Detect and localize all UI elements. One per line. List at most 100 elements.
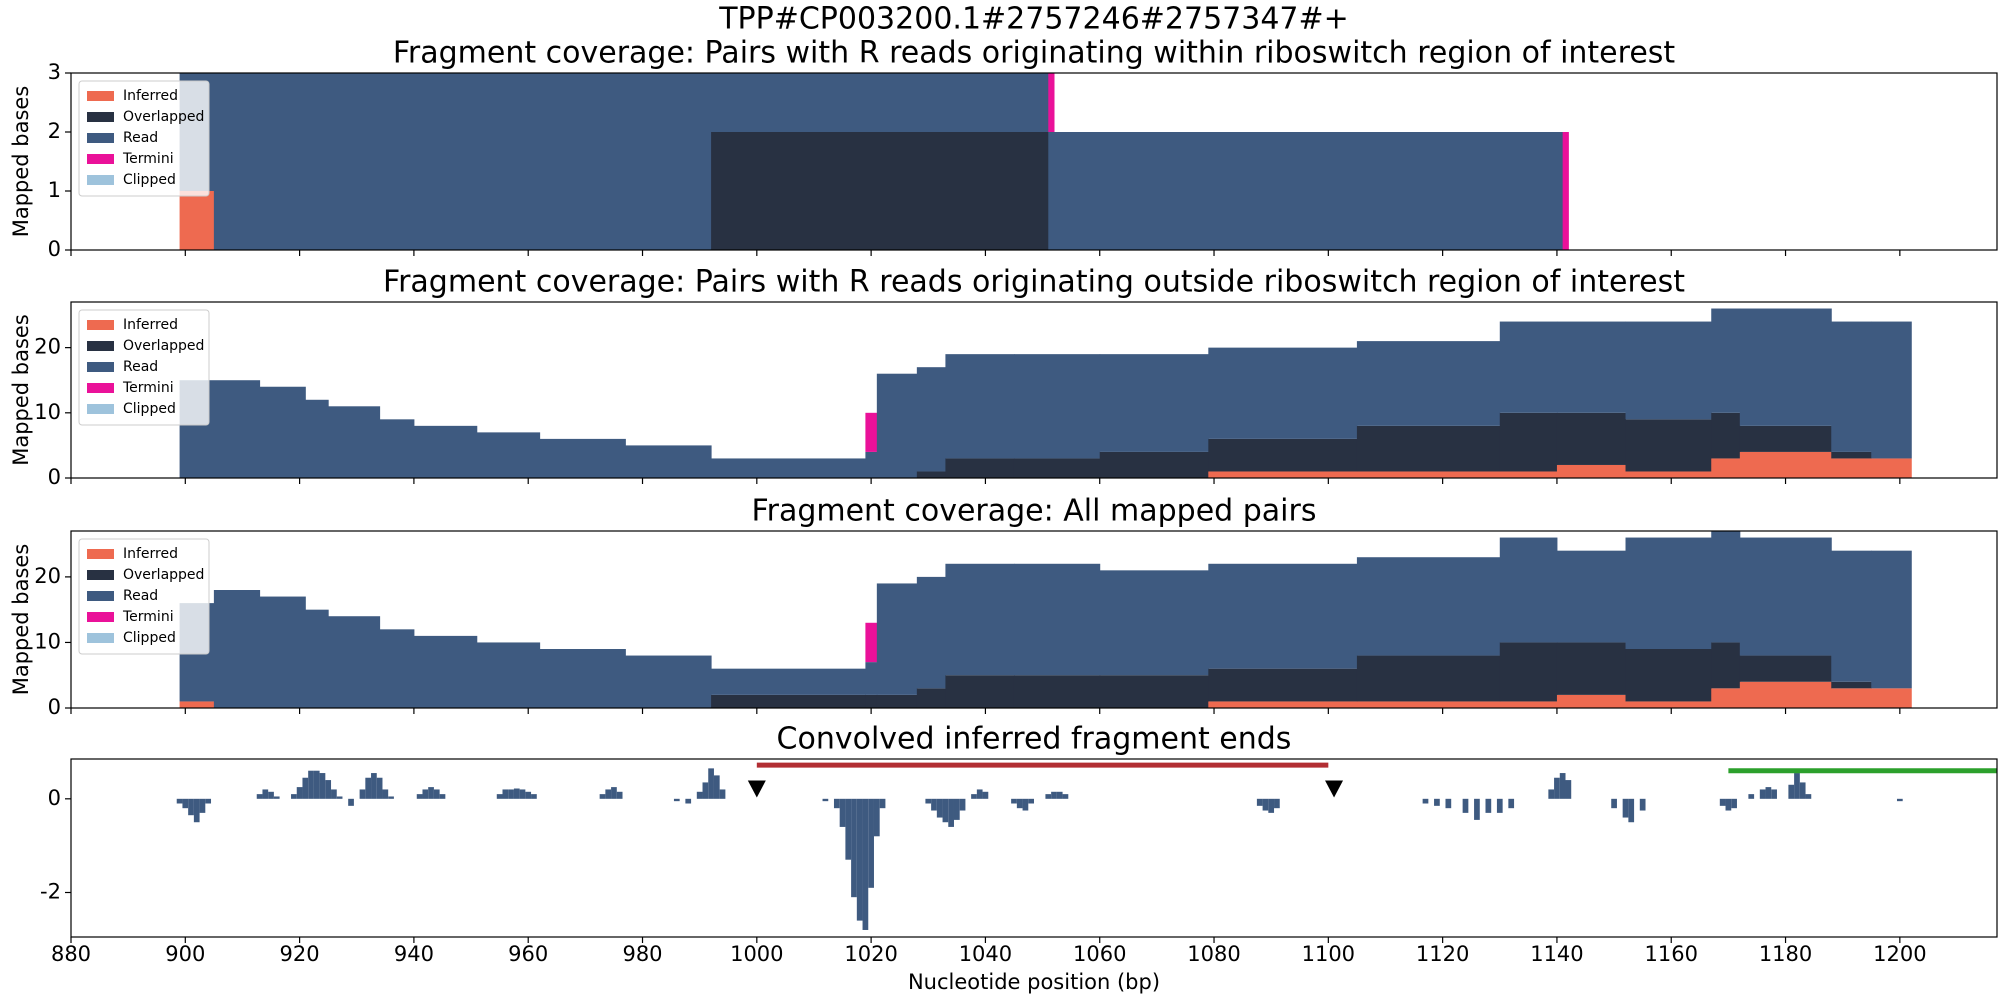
coverage-segment [1625, 649, 1712, 702]
coverage-segment [1499, 537, 1558, 643]
panel-title: Fragment coverage: All mapped pairs [752, 494, 1317, 529]
legend-label: Termini [122, 609, 174, 625]
y-axis-label: Mapped bases [9, 86, 33, 238]
bar [1434, 798, 1440, 806]
coverage-segment [711, 73, 1049, 132]
x-tick-label: 1040 [959, 942, 1012, 966]
bar [1262, 798, 1269, 811]
coverage-segment [916, 576, 946, 689]
coverage-segment [876, 373, 918, 478]
coverage-segment [711, 458, 866, 478]
coverage-segment [711, 132, 1049, 250]
coverage-segment [1739, 308, 1832, 426]
coverage-segment [1711, 308, 1741, 413]
coverage-segment [945, 563, 1015, 676]
axes-frame [70, 72, 1998, 251]
bar [1559, 773, 1566, 799]
bar [525, 791, 532, 799]
y-tick-label: 0 [48, 786, 61, 810]
x-tick-label: 1000 [730, 942, 783, 966]
bar [188, 798, 194, 816]
coverage-segment [259, 386, 306, 478]
legend-swatch [87, 341, 114, 351]
coverage-segment [1013, 458, 1101, 478]
coverage-segment [1831, 550, 1872, 682]
legend-label: Overlapped [123, 338, 204, 354]
bar [616, 791, 623, 799]
y-tick-label: 0 [48, 695, 61, 719]
y-tick-label: 20 [34, 335, 61, 359]
coverage-segment [413, 425, 478, 478]
bar [1028, 798, 1034, 804]
bar [308, 770, 314, 799]
x-tick-label: 960 [508, 942, 548, 966]
legend-label: Clipped [123, 401, 176, 417]
legend-swatch [87, 612, 114, 622]
bar [719, 789, 726, 799]
coverage-segment [1499, 471, 1558, 478]
bar [502, 789, 509, 799]
coverage-segment [476, 642, 541, 708]
bar [1759, 789, 1766, 799]
coverage-segment [1048, 132, 1055, 250]
legend-label: Inferred [123, 88, 178, 104]
bar [1256, 798, 1263, 806]
coverage-segment [916, 688, 946, 708]
bar [942, 798, 949, 823]
coverage-segment [1099, 675, 1209, 708]
bar [1268, 798, 1275, 813]
legend-swatch [87, 175, 114, 185]
bar [325, 780, 332, 799]
bar [948, 798, 954, 827]
coverage-segment [1208, 347, 1358, 439]
coverage-segment [1499, 412, 1558, 472]
y-axis-label: Mapped bases [9, 544, 33, 696]
y-tick-label: 10 [34, 629, 61, 653]
legend-swatch [87, 320, 114, 330]
x-tick-label: 1160 [1645, 942, 1698, 966]
x-tick-label: 1200 [1873, 942, 1926, 966]
plot-area [179, 531, 1912, 708]
bar [1011, 798, 1017, 804]
bar [959, 798, 966, 811]
bar [1771, 789, 1777, 799]
bar [685, 798, 692, 804]
coverage-segment [1356, 655, 1501, 702]
y-axis-label: Mapped bases [9, 314, 33, 466]
coverage-segment [1356, 425, 1501, 472]
bar [319, 773, 326, 799]
bar [1611, 798, 1617, 809]
bar [1422, 798, 1429, 804]
coverage-segment [1625, 419, 1712, 472]
coverage-segment [1099, 354, 1209, 452]
bar [611, 787, 617, 799]
coverage-segment [1739, 425, 1832, 452]
bar [976, 789, 983, 799]
x-tick-label: 1100 [1302, 942, 1355, 966]
bar [1056, 791, 1063, 799]
bar [953, 798, 960, 820]
coverage-segment [945, 354, 1015, 459]
bar [1794, 773, 1800, 799]
coverage-segment [328, 616, 381, 708]
bar [199, 798, 206, 813]
panel-title: Fragment coverage: Pairs with R reads or… [383, 265, 1685, 300]
coverage-segment [865, 662, 878, 695]
bar [833, 798, 840, 809]
bar [1799, 782, 1806, 799]
x-tick-label: 920 [280, 942, 320, 966]
bar [1719, 798, 1726, 806]
x-tick-label: 1120 [1416, 942, 1469, 966]
coverage-segment [1048, 73, 1055, 132]
coverage-segment [539, 649, 626, 708]
x-tick-label: 980 [622, 942, 662, 966]
coverage-segment [1711, 688, 1741, 708]
coverage-segment [1831, 688, 1872, 708]
y-tick-label: 2 [48, 119, 61, 143]
coverage-segment [1871, 688, 1912, 708]
legend-swatch [87, 570, 114, 580]
coverage-segment [625, 445, 712, 478]
bar [256, 794, 263, 799]
bar [176, 798, 183, 804]
bar [513, 788, 520, 799]
